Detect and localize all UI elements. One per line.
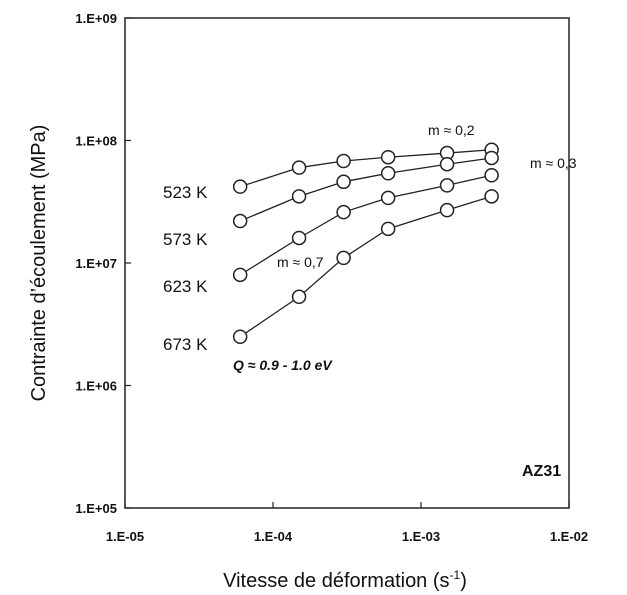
x-axis-label-main: Vitesse de déformation (s <box>223 570 449 592</box>
data-point-573-k <box>439 156 455 172</box>
x-tick-label: 1.E-03 <box>402 529 440 544</box>
annotation-m-0-2: m ≈ 0,2 <box>428 122 475 138</box>
series-line-673-k <box>239 195 492 338</box>
data-point-623-k <box>232 267 248 283</box>
y-axis-label: Contrainte d’écoulement (MPa) <box>28 125 50 402</box>
series-line-573-k <box>239 157 492 222</box>
data-point-673-k <box>336 250 351 266</box>
annotation-m-0-7: m ≈ 0,7 <box>277 254 324 270</box>
data-point-673-k <box>484 189 499 204</box>
data-point-673-k <box>291 289 307 305</box>
data-point-623-k <box>439 178 455 193</box>
x-tick-label: 1.E-04 <box>254 529 293 544</box>
data-point-573-k <box>484 150 499 166</box>
x-tick-label: 1.E-05 <box>106 529 144 544</box>
x-tick-label: 1.E-02 <box>550 529 588 544</box>
y-tick-label: 1.E+07 <box>75 256 117 271</box>
material-label: AZ31 <box>522 463 561 480</box>
x-axis-label-superscript: -1 <box>450 568 461 582</box>
data-point-523-k <box>232 179 248 194</box>
x-axis-label-end: ) <box>460 570 467 592</box>
data-point-523-k <box>380 149 396 165</box>
series-line-623-k <box>239 174 492 276</box>
x-axis-label: Vitesse de déformation (s-1) <box>223 568 467 592</box>
series-label-523: 523 K <box>163 183 208 202</box>
annotation-m-0-3: m ≈ 0,3 <box>530 155 577 171</box>
data-point-523-k <box>291 160 307 175</box>
data-point-673-k <box>439 202 455 218</box>
annotation-activation-energy: Q ≈ 0.9 - 1.0 eV <box>233 357 333 373</box>
y-tick-label: 1.E+09 <box>75 11 117 26</box>
series-label-673: 673 K <box>163 335 208 354</box>
data-point-573-k <box>336 174 351 190</box>
data-point-573-k <box>232 213 248 229</box>
series-label-573: 573 K <box>163 230 208 249</box>
data-point-623-k <box>380 190 396 206</box>
y-tick-label: 1.E+06 <box>75 379 117 394</box>
data-point-623-k <box>484 168 499 183</box>
data-point-523-k <box>336 153 351 169</box>
series-line-523-k <box>239 149 492 188</box>
data-point-673-k <box>380 221 396 237</box>
y-tick-label: 1.E+05 <box>75 501 117 516</box>
data-point-573-k <box>291 189 307 204</box>
data-point-623-k <box>291 230 307 246</box>
data-point-623-k <box>336 204 351 220</box>
data-point-673-k <box>232 329 248 345</box>
series-label-623: 623 K <box>163 277 208 296</box>
y-tick-label: 1.E+08 <box>75 134 117 149</box>
data-point-573-k <box>380 166 396 181</box>
